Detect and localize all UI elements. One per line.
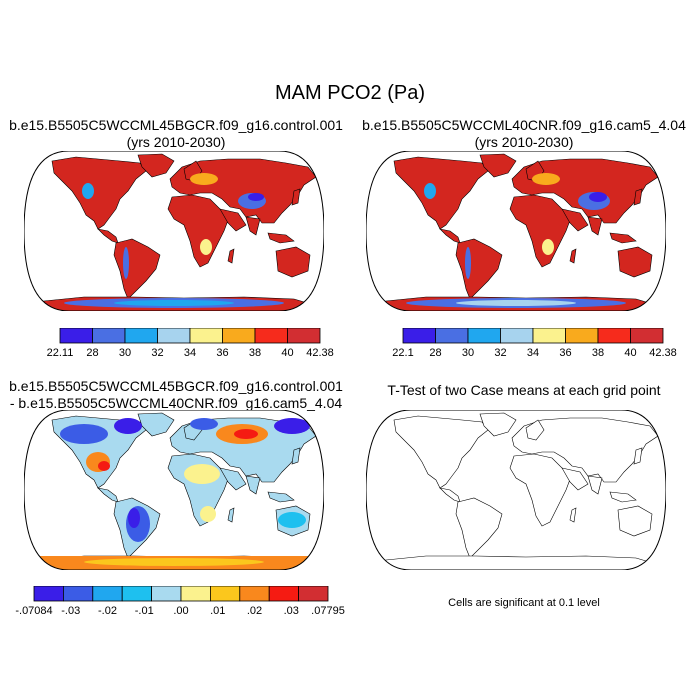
east-siberia-neg: [274, 418, 310, 434]
colorbar-swatch: [565, 328, 599, 344]
africa-mid: [200, 239, 212, 255]
colorbar-label: -.03: [61, 605, 80, 617]
colorbar-label: 28: [86, 347, 98, 359]
colorbar-swatch: [151, 586, 182, 602]
panel-title-line1: b.e15.B5505C5WCCML40CNR.f09_g16.cam5_4.0…: [362, 117, 686, 133]
colorbar-label: .00: [173, 605, 188, 617]
antarctic-mid: [84, 558, 264, 566]
colorbar-swatch: [597, 328, 631, 344]
map-top-left: [24, 151, 324, 311]
colorbar-top-right: 22.1 28 30 32 34 36 38 40 42.38: [392, 328, 677, 359]
panel-title-top-left: b.e15.B5505C5WCCML45BGCR.f09_g16.control…: [0, 117, 352, 151]
colorbar-label: 34: [184, 347, 196, 359]
panel-title-bottom-left: b.e15.B5505C5WCCML45BGCR.f09_g16.control…: [0, 378, 352, 412]
colorbar-swatch: [239, 586, 270, 602]
significance-note: Cells are significant at 0.1 level: [448, 597, 600, 609]
ttest-title: T-Test of two Case means at each grid po…: [387, 382, 661, 398]
us-core: [98, 461, 110, 471]
colorbar-label: 40: [281, 347, 293, 359]
colorbar-label: 32: [151, 347, 163, 359]
colorbar-label: 38: [592, 347, 604, 359]
sahara-pos: [184, 464, 220, 484]
antarctic-mid: [114, 300, 234, 306]
colorbar-label: 22.1: [392, 347, 413, 359]
colorbar-label: .07795: [311, 605, 345, 617]
panel-title-top-right: b.e15.B5505C5WCCML40CNR.f09_g16.cam5_4.0…: [348, 117, 700, 151]
rockies-low: [82, 183, 94, 199]
colorbar-swatch: [222, 328, 256, 344]
colorbar-label: 36: [559, 347, 571, 359]
colorbar-swatch: [500, 328, 534, 344]
colorbar-bottom-left: -.07084 -.03 -.02 -.01 .00 .01 .02 .03 .07795: [15, 586, 345, 617]
colorbar-label: 42.38: [306, 347, 334, 359]
map-frame: [24, 151, 324, 311]
colorbar-label: 22.11: [47, 347, 74, 359]
map-bottom-left: [24, 410, 324, 570]
colorbar-swatch: [92, 328, 126, 344]
colorbar-swatch: [124, 328, 158, 344]
australia-neg: [278, 512, 306, 528]
map-bottom-right: [366, 410, 666, 570]
colorbar-top-left: 22.11 28 30 32 34 36 38 40 42.38: [47, 328, 334, 359]
colorbar-swatch: [287, 328, 321, 344]
colorbar-swatch: [121, 586, 152, 602]
colorbar-label: 38: [249, 347, 261, 359]
panel-title-line2: - b.e15.B5505C5WCCML40CNR.f09_g16.cam5_4…: [9, 395, 343, 411]
colorbar-swatch: [33, 586, 64, 602]
map-frame: [366, 151, 666, 311]
colorbar-swatch: [180, 586, 211, 602]
panel-title-line1: b.e15.B5505C5WCCML45BGCR.f09_g16.control…: [9, 117, 343, 133]
panel-title-line1: b.e15.B5505C5WCCML45BGCR.f09_g16.control…: [9, 378, 343, 394]
andes-low: [465, 247, 471, 279]
colorbar-swatch: [298, 586, 329, 602]
map-top-right: [366, 151, 666, 311]
panel-title-line2: (yrs 2010-2030): [474, 134, 574, 150]
colorbar-label: 30: [462, 347, 474, 359]
europe-mid: [532, 173, 560, 185]
colorbar-swatch: [402, 328, 436, 344]
panel-title-line2: (yrs 2010-2030): [126, 134, 226, 150]
colorbar-label: 34: [527, 347, 539, 359]
siberia-core: [234, 429, 258, 439]
colorbar-label: .01: [210, 605, 225, 617]
south-africa-pos: [200, 506, 216, 522]
colorbar-label: -.01: [135, 605, 154, 617]
colorbar-swatch: [435, 328, 469, 344]
main-title: MAM PCO2 (Pa): [274, 82, 426, 104]
colorbar-swatch: [254, 328, 288, 344]
colorbar-label: 42.38: [649, 347, 677, 359]
colorbar-label: 40: [624, 347, 636, 359]
africa-mid: [542, 239, 554, 255]
colorbar-swatch: [92, 586, 123, 602]
alaska-neg: [60, 424, 108, 444]
canada-neg: [114, 418, 142, 434]
colorbar-label: 32: [494, 347, 506, 359]
colorbar-label: -.02: [98, 605, 117, 617]
colorbar-swatch: [467, 328, 501, 344]
colorbar-label: 28: [429, 347, 441, 359]
colorbar-label: .03: [284, 605, 299, 617]
andes-low: [123, 247, 129, 279]
colorbar-label: 30: [119, 347, 131, 359]
colorbar-swatch: [189, 328, 223, 344]
colorbar-label: -.07084: [15, 605, 52, 617]
colorbar-swatch: [63, 586, 94, 602]
rockies-low: [424, 183, 436, 199]
antarctic-mid: [456, 300, 576, 306]
colorbar-label: .02: [247, 605, 262, 617]
colorbar-swatch: [157, 328, 191, 344]
colorbar-swatch: [532, 328, 566, 344]
europe-mid: [190, 173, 218, 185]
amazon-core: [128, 508, 140, 528]
tibet-core: [248, 193, 264, 201]
scandinavia-neg: [190, 418, 218, 430]
colorbar-swatch: [630, 328, 664, 344]
colorbar-label: 36: [216, 347, 228, 359]
colorbar-swatch: [268, 586, 299, 602]
colorbar-swatch: [209, 586, 241, 602]
map-frame: [366, 410, 666, 570]
map-frame: [24, 410, 324, 570]
colorbar-swatch: [59, 328, 93, 344]
tibet-core: [589, 192, 607, 202]
